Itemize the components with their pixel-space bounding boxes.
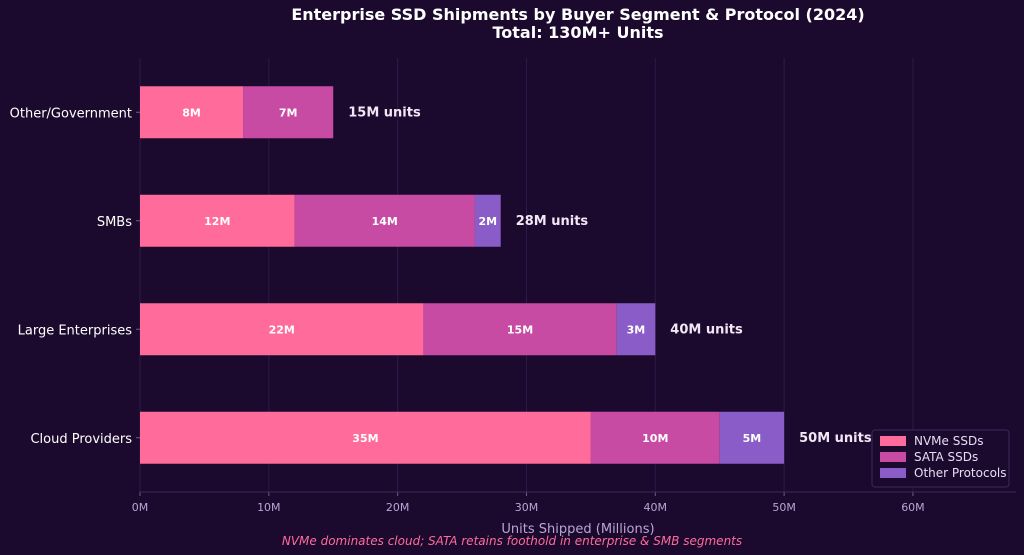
legend: NVMe SSDs SATA SSDs Other Protocols bbox=[871, 429, 1010, 488]
segment-label: 12M bbox=[204, 215, 230, 228]
chart-subtitle: Total: 130M+ Units bbox=[492, 23, 663, 42]
legend-box bbox=[871, 429, 1010, 488]
x-tick-label: 60M bbox=[901, 501, 925, 514]
x-axis-label: Units Shipped (Millions) bbox=[501, 522, 654, 537]
chart-title: Enterprise SSD Shipments by Buyer Segmen… bbox=[291, 5, 864, 24]
segment-label: 5M bbox=[743, 432, 762, 445]
total-label: 50M units bbox=[799, 431, 872, 446]
bar-segment bbox=[474, 194, 501, 247]
legend-swatch bbox=[880, 436, 906, 446]
bar-segment bbox=[590, 411, 720, 464]
segment-label: 2M bbox=[479, 215, 498, 228]
bar-segment bbox=[423, 303, 617, 356]
segment-label: 3M bbox=[627, 323, 646, 336]
legend-label: SATA SSDs bbox=[914, 450, 978, 464]
x-axis: 0M 10M 20M 30M 40M 50M 60M bbox=[132, 491, 1016, 514]
total-label: 40M units bbox=[670, 322, 743, 337]
bar-segment bbox=[140, 411, 591, 464]
category-label: Other/Government bbox=[10, 106, 132, 121]
bars: 35M 10M 5M 50M units 22M 15M 3M 40M units 12M 14M… bbox=[140, 86, 872, 464]
segment-label: 8M bbox=[182, 106, 201, 119]
y-axis: Cloud Providers Large Enterprises SMBs Othe… bbox=[10, 106, 140, 447]
bar-segment bbox=[140, 194, 295, 247]
segment-label: 22M bbox=[269, 323, 295, 336]
x-tick-label: 30M bbox=[515, 501, 539, 514]
footnote: NVMe dominates cloud; SATA retains footh… bbox=[282, 534, 742, 548]
bar-segment bbox=[140, 303, 424, 356]
total-label: 15M units bbox=[348, 105, 421, 120]
category-label: SMBs bbox=[97, 215, 132, 230]
x-tick-label: 10M bbox=[257, 501, 281, 514]
segment-label: 7M bbox=[279, 106, 298, 119]
legend-label: Other Protocols bbox=[914, 466, 1007, 480]
bar-segment bbox=[616, 303, 656, 356]
category-label: Cloud Providers bbox=[30, 432, 132, 447]
bar-segment bbox=[140, 86, 244, 139]
x-tick-label: 50M bbox=[772, 501, 796, 514]
bar-segment bbox=[243, 86, 334, 139]
segment-label: 10M bbox=[642, 432, 668, 445]
legend-swatch bbox=[880, 468, 906, 478]
bar-segment bbox=[719, 411, 785, 464]
total-label: 28M units bbox=[516, 214, 589, 229]
legend-swatch bbox=[880, 452, 906, 462]
segment-label: 15M bbox=[507, 323, 533, 336]
category-label: Large Enterprises bbox=[18, 323, 133, 338]
segment-label: 14M bbox=[372, 215, 398, 228]
x-tick-label: 20M bbox=[386, 501, 410, 514]
bar-segment bbox=[294, 194, 475, 247]
legend-label: NVMe SSDs bbox=[914, 434, 983, 448]
x-tick-label: 40M bbox=[644, 501, 668, 514]
segment-label: 35M bbox=[352, 432, 378, 445]
x-tick-label: 0M bbox=[132, 501, 149, 514]
